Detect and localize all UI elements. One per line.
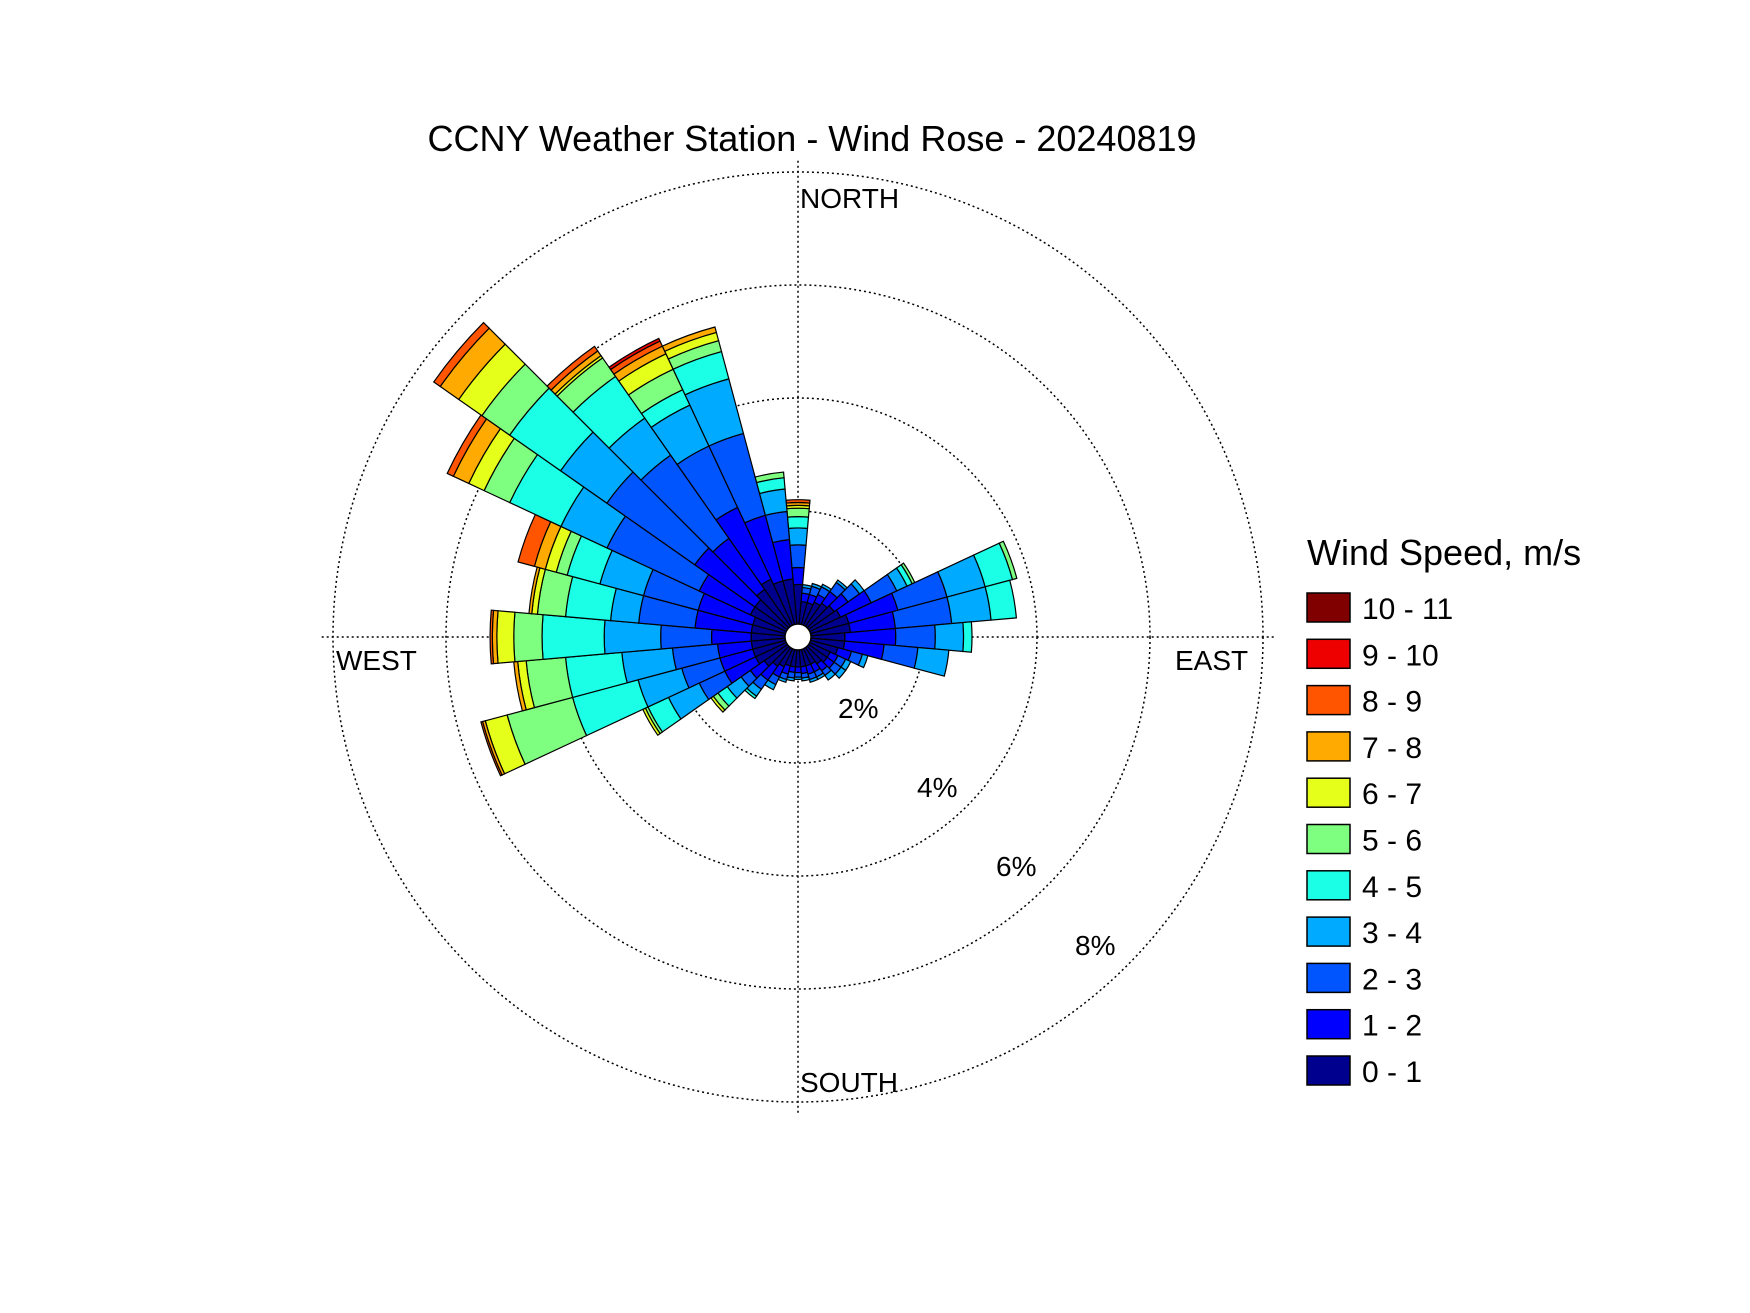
south-label: SOUTH: [800, 1067, 898, 1098]
wedge-170deg-bin3: [800, 676, 811, 682]
west-label: WEST: [336, 645, 417, 676]
legend-label-0: 10 - 11: [1362, 593, 1453, 626]
wedge-250deg-bin8: [480, 720, 503, 777]
legend-label-3: 7 - 8: [1362, 732, 1422, 765]
ring-label-8pct: 8%: [1075, 930, 1115, 961]
wedge-270deg-bin8: [489, 609, 495, 665]
legend-label-7: 3 - 4: [1362, 917, 1422, 950]
wedge-340deg-bin7: [661, 326, 718, 353]
wedge-100deg-bin2: [880, 643, 919, 669]
wedge-160deg-bin3: [808, 676, 819, 684]
ring-label-6pct: 6%: [996, 851, 1036, 882]
wedge-180deg-bin2: [793, 671, 803, 678]
legend-swatch-5: [1306, 823, 1351, 855]
legend: Wind Speed, m/s 10 - 11 9 - 10 8 - 9 7 - 8 6…: [1306, 532, 1581, 1089]
wedge-320deg-bin8: [546, 345, 599, 391]
north-label: NORTH: [800, 183, 899, 214]
legend-label-4: 6 - 7: [1362, 778, 1422, 811]
wedge-0deg-bin4: [786, 516, 810, 530]
legend-label-10: 0 - 1: [1362, 1056, 1422, 1089]
legend-title: Wind Speed, m/s: [1307, 532, 1581, 573]
ring-label-2pct: 2%: [838, 693, 878, 724]
wedge-0deg-bin2: [789, 544, 807, 569]
legend-swatch-6: [1306, 870, 1351, 901]
wedge-140deg-bin3: [824, 669, 837, 681]
wedge-0deg-bin5: [786, 507, 810, 518]
legend-swatch-8: [1306, 962, 1351, 994]
legend-label-1: 9 - 10: [1362, 639, 1439, 672]
legend-swatch-9: [1306, 1008, 1351, 1040]
wedge-90deg-bin3: [934, 621, 965, 653]
wedge-90deg-bin4: [962, 621, 973, 653]
legend-label-9: 1 - 2: [1362, 1010, 1422, 1043]
wedge-100deg-bin3: [913, 646, 950, 677]
wind-rose-wedges: [432, 321, 1018, 777]
chart-title: CCNY Weather Station - Wind Rose - 20240…: [427, 118, 1196, 159]
wedge-110deg-bin3: [857, 653, 869, 669]
legend-label-5: 5 - 6: [1362, 825, 1422, 858]
wedge-90deg-bin2: [894, 624, 936, 650]
wedge-0deg-bin3: [787, 527, 809, 546]
legend-label-8: 2 - 3: [1362, 963, 1422, 996]
legend-label-6: 4 - 5: [1362, 871, 1422, 904]
wedge-270deg-bin4: [541, 614, 606, 660]
wedge-310deg-bin8: [432, 321, 491, 388]
legend-swatch-4: [1306, 777, 1351, 808]
legend-label-2: 8 - 9: [1362, 686, 1422, 719]
ring-6pct: [445, 284, 1151, 990]
legend-swatch-0: [1306, 592, 1351, 623]
legend-swatch-10: [1306, 1055, 1351, 1086]
legend-swatch-1: [1306, 638, 1351, 670]
east-label: EAST: [1175, 645, 1248, 676]
wedge-180deg-bin3: [793, 676, 803, 680]
center-calm-circle: [784, 623, 812, 651]
wedge-270deg-bin3: [603, 619, 662, 655]
wedge-350deg-bin5: [754, 471, 785, 484]
wedge-270deg-bin6: [496, 610, 516, 664]
wedge-0deg-bin8: [785, 499, 811, 504]
wedge-130deg-bin3: [834, 666, 847, 679]
ring-8pct: [332, 171, 1264, 1103]
legend-items: 10 - 11 9 - 10 8 - 9 7 - 8 6 - 7 5 - 6 4 - 5 3 …: [1306, 592, 1453, 1089]
wedge-330deg-bin9: [608, 337, 661, 371]
legend-swatch-2: [1306, 684, 1351, 716]
legend-swatch-7: [1306, 916, 1351, 947]
wedge-270deg-bin5: [513, 611, 544, 663]
legend-swatch-3: [1306, 731, 1351, 762]
ring-label-4pct: 4%: [917, 772, 957, 803]
wedge-70deg-bin5: [998, 540, 1018, 581]
wedge-80deg-bin4: [984, 579, 1018, 621]
